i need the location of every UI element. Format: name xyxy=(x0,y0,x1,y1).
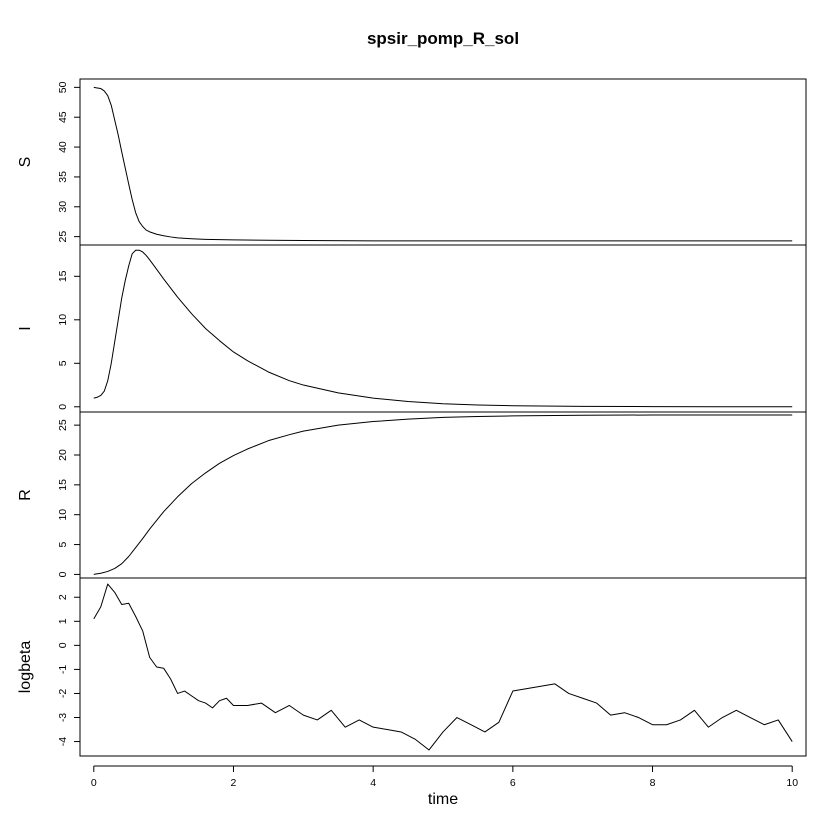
panel-frame-logbeta xyxy=(79,577,807,757)
y-tick-label-S: 50 xyxy=(57,81,69,93)
y-tick-label-S: 30 xyxy=(57,201,69,213)
x-tick-label: 10 xyxy=(786,777,798,789)
y-tick-label-R: 0 xyxy=(57,571,69,577)
y-tick-label-I: 15 xyxy=(57,270,69,282)
y-tick-label-logbeta: 0 xyxy=(57,642,69,648)
y-tick-label-S: 35 xyxy=(57,171,69,183)
y-tick-label-logbeta: -4 xyxy=(57,737,69,746)
y-axis-label-logbeta: logbeta xyxy=(17,641,34,694)
y-tick-label-R: 5 xyxy=(57,541,69,547)
y-tick-label-logbeta: 1 xyxy=(57,618,69,624)
panel-R: 0 5 10 15 20 25 R xyxy=(17,411,807,579)
panel-frame-S xyxy=(79,78,807,246)
y-tick-label-logbeta: -3 xyxy=(57,713,69,722)
panel-logbeta: -4 -3 -2 -1 0 1 2 logbeta xyxy=(17,577,807,757)
series-line-logbeta xyxy=(93,583,793,751)
y-tick-label-I: 5 xyxy=(57,360,69,366)
y-axis-label-R: R xyxy=(17,489,34,501)
y-tick-label-R: 20 xyxy=(57,449,69,461)
y-axis-label-I: I xyxy=(17,326,34,330)
y-tick-label-S: 40 xyxy=(57,141,69,153)
y-axis-label-S: S xyxy=(17,157,34,168)
x-tick-label: 0 xyxy=(91,777,97,789)
y-tick-label-R: 25 xyxy=(57,419,69,431)
panel-I: 0 5 10 15 I xyxy=(17,244,807,413)
y-tick-label-logbeta: -2 xyxy=(57,689,69,698)
series-line-I xyxy=(93,249,793,408)
y-tick-label-S: 25 xyxy=(57,231,69,243)
panels: 253035404550S051015I0510152025R-4-3-2-10… xyxy=(17,78,807,757)
chart-title: spsir_pomp_R_sol xyxy=(367,29,519,48)
y-tick-label-S: 45 xyxy=(57,111,69,123)
y-tick-label-logbeta: 2 xyxy=(57,594,69,600)
series-line-R xyxy=(93,414,793,575)
x-tick-label: 2 xyxy=(231,777,237,789)
x-axis: 0 2 4 6 8 10 xyxy=(91,765,798,789)
panel-S: 25 30 35 40 45 50 S xyxy=(17,78,807,246)
x-tick-label: 8 xyxy=(650,777,656,789)
y-tick-label-logbeta: -1 xyxy=(57,665,69,674)
x-tick-label: 6 xyxy=(510,777,516,789)
panel-frame-I xyxy=(79,244,807,413)
x-tick-label: 4 xyxy=(370,777,376,789)
series-line-S xyxy=(93,86,793,242)
x-axis-label: time xyxy=(428,791,458,808)
y-tick-label-I: 10 xyxy=(57,314,69,326)
y-tick-label-I: 0 xyxy=(57,404,69,410)
y-tick-label-R: 15 xyxy=(57,479,69,491)
panel-frame-R xyxy=(79,411,807,579)
y-tick-label-R: 10 xyxy=(57,509,69,521)
